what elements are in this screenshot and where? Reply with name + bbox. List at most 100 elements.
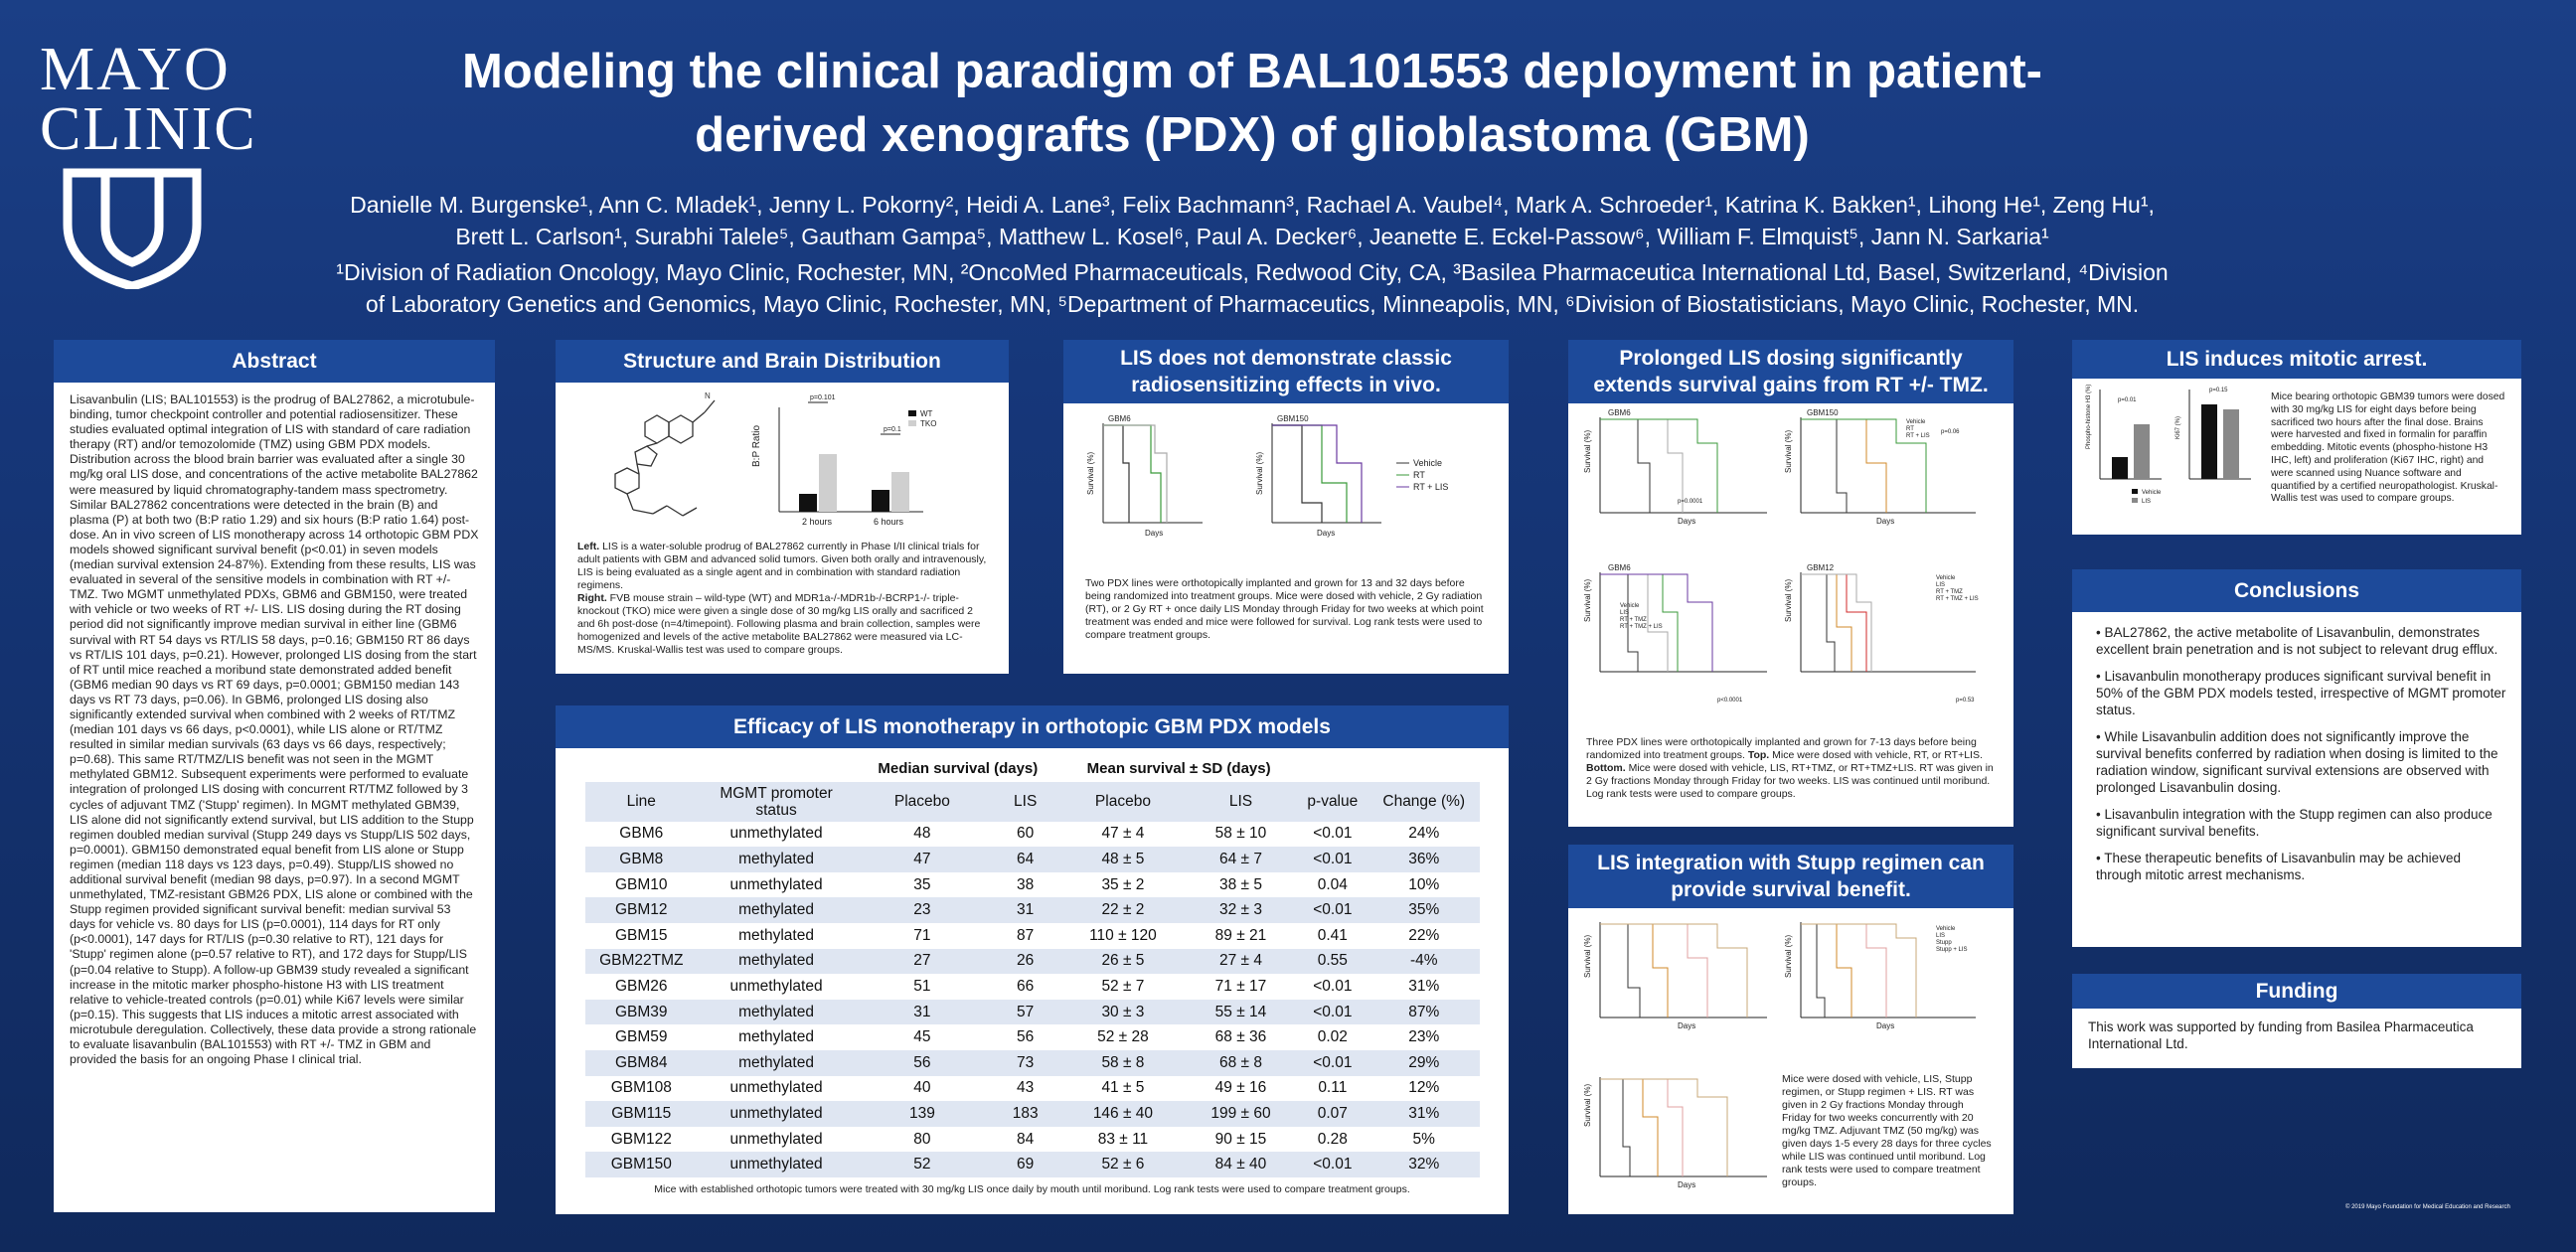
- group-mean: Mean survival ± SD (days): [1086, 760, 1271, 778]
- caption-right-text: FVB mouse strain – wild-type (WT) and MD…: [577, 592, 981, 656]
- table-cell: 22 ± 2: [1101, 901, 1145, 919]
- group-median: Median survival (days): [878, 760, 1039, 778]
- table-cell: 52 ± 28: [1097, 1028, 1149, 1046]
- table-cell: 57: [1017, 1003, 1035, 1020]
- table-cell: methylated: [738, 850, 814, 867]
- table-cell: GBM8: [619, 850, 664, 867]
- bp-ratio-chart: B:P Ratio p=0.101 p=0.1 2 hours 6 hours …: [751, 394, 936, 527]
- km-plot-gbm150: Survival (%) GBM150 Days: [1255, 414, 1381, 538]
- pl4-leg-1: LIS: [1936, 582, 1945, 588]
- conclusion-text: While Lisavanbulin addition does not sig…: [2096, 729, 2498, 795]
- table-cell: 55 ± 14: [1214, 1003, 1267, 1020]
- table-cell: methylated: [738, 926, 814, 944]
- col-line: Line: [626, 792, 656, 810]
- title-line-1: Modeling the clinical paradigm of BAL101…: [461, 45, 2043, 98]
- list-item: • These therapeutic benefits of Lisavanb…: [2096, 850, 2507, 883]
- table-cell: 32%: [1408, 1156, 1440, 1174]
- table-group-header: Median survival (days) Mean survival ± S…: [585, 756, 1480, 782]
- legend-wt: WT: [920, 409, 933, 418]
- pl3-leg-0: Vehicle: [1620, 603, 1640, 609]
- conclusion-text: These therapeutic benefits of Lisavanbul…: [2096, 851, 2461, 882]
- table-cell: 71: [913, 926, 931, 944]
- funding-panel: Funding This work was supported by fundi…: [2072, 974, 2521, 1068]
- table-cell: 183: [1012, 1104, 1039, 1122]
- list-item: • While Lisavanbulin addition does not s…: [2096, 728, 2507, 796]
- stupp-heading: LIS integration with Stupp regimen can p…: [1568, 845, 2013, 908]
- km1-y-label: Survival (%): [1086, 452, 1095, 495]
- st3-y: Survival (%): [1583, 1084, 1592, 1127]
- bullet-icon: •: [2096, 729, 2105, 744]
- conclusions-body: • BAL27862, the active metabolite of Lis…: [2072, 612, 2521, 905]
- efficacy-panel: Efficacy of LIS monotherapy in orthotopi…: [556, 705, 1509, 1214]
- conclusions-heading: Conclusions: [2072, 569, 2521, 612]
- table-cell: GBM26: [614, 977, 668, 995]
- abstract-text: Lisavanbulin (LIS; BAL101553) is the pro…: [70, 392, 479, 1067]
- pl1-x: Days: [1678, 517, 1695, 526]
- table-cell: 83 ± 11: [1097, 1130, 1149, 1148]
- table-body: GBM6 unmethylated 48 60 47 ± 4 58 ± 10 <0.01 24…: [584, 822, 1480, 1177]
- list-item: • Lisavanbulin integration with the Stup…: [2096, 806, 2507, 840]
- table-cell: 35 ± 2: [1101, 875, 1145, 893]
- table-cell: 0.07: [1317, 1104, 1348, 1122]
- stupp-survival-plots: Survival (%) Days Survival (%) Vehicle L…: [1583, 922, 1976, 1189]
- conclusion-text: Lisavanbulin integration with the Stupp …: [2096, 807, 2493, 839]
- structure-heading: Structure and Brain Distribution: [556, 340, 1009, 383]
- st2-leg-0: Vehicle: [1936, 926, 1956, 932]
- table-cell: GBM10: [614, 875, 668, 893]
- col-mean-placebo: Placebo: [1094, 792, 1151, 810]
- table-cell: 26: [1017, 952, 1035, 970]
- list-item: • BAL27862, the active metabolite of Lis…: [2096, 624, 2507, 658]
- table-cell: 22%: [1408, 926, 1440, 944]
- pl2-title: GBM150: [1807, 408, 1839, 417]
- table-cell: GBM12: [614, 901, 668, 919]
- legend-tko: TKO: [920, 419, 936, 428]
- stupp-heading-line-1: LIS integration with Stupp regimen can: [1597, 852, 1985, 874]
- table-row: GBM122 unmethylated 80 84 83 ± 11 90 ± 15 0.28…: [585, 1127, 1480, 1153]
- conclusions-list: • BAL27862, the active metabolite of Lis…: [2086, 624, 2507, 883]
- table-cell: <0.01: [1313, 977, 1353, 995]
- phh3-y: Phospho-histone H3 (%): [2086, 385, 2092, 449]
- pl4-leg-2: RT + TMZ: [1936, 589, 1963, 595]
- bullet-icon: •: [2096, 669, 2105, 684]
- efficacy-footnote: Mice with established orthotopic tumors …: [654, 1182, 1410, 1195]
- st2-leg-3: Stupp + LIS: [1936, 947, 1968, 953]
- table-row: GBM10 unmethylated 35 38 35 ± 2 38 ± 5 0.04 10%: [585, 872, 1480, 898]
- prolonged-heading-line-1: Prolonged LIS dosing significantly: [1619, 347, 1963, 370]
- km2-title: GBM150: [1277, 414, 1309, 423]
- pl4-y: Survival (%): [1784, 579, 1793, 622]
- radiosens-caption: Two PDX lines were orthotopically implan…: [1085, 577, 1484, 641]
- st1-y: Survival (%): [1583, 935, 1592, 978]
- radiosens-survival-plots: Survival (%) GBM6 Days Survival (%) GBM1…: [1086, 414, 1448, 538]
- table-cell: GBM22TMZ: [599, 952, 684, 970]
- table-cell: 35%: [1408, 901, 1440, 919]
- structure-caption: Left. LIS is a water-soluble prodrug of …: [556, 537, 1009, 661]
- bullet-icon: •: [2096, 807, 2105, 822]
- table-cell: 40: [913, 1079, 931, 1097]
- shield-icon: [63, 168, 201, 291]
- table-row: GBM59 methylated 45 56 52 ± 28 68 ± 36 0.02 23%: [585, 1024, 1480, 1050]
- prolonged-caption: Three PDX lines were orthotopically impl…: [1568, 736, 2013, 801]
- table-cell: 69: [1017, 1156, 1035, 1174]
- table-cell: 84 ± 40: [1214, 1156, 1267, 1174]
- ki67-lis-bar: [2223, 409, 2239, 479]
- affil-line-1: ¹Division of Radiation Oncology, Mayo Cl…: [336, 259, 2169, 285]
- bar-6h-wt: [872, 490, 889, 512]
- abstract-panel: Abstract Lisavanbulin (LIS; BAL101553) i…: [54, 340, 495, 1212]
- table-row: GBM39 methylated 31 57 30 ± 3 55 ± 14 <0.01 87%: [584, 999, 1480, 1025]
- km2-y-label: Survival (%): [1255, 452, 1264, 495]
- table-cell: 43: [1017, 1079, 1035, 1097]
- table-cell: 36%: [1408, 850, 1440, 867]
- radiosens-heading-line-1: LIS does not demonstrate classic: [1120, 347, 1452, 370]
- table-cell: 26 ± 5: [1101, 952, 1145, 970]
- mitotic-legend-vehicle: Vehicle: [2142, 490, 2162, 496]
- km-plot-top-left: Survival (%) GBM6 Days p=0.0001: [1583, 408, 1767, 526]
- structure-panel: Structure and Brain Distribution N B:P R…: [556, 340, 1009, 674]
- pl3-p: p<0.0001: [1717, 698, 1743, 704]
- table-cell: 0.55: [1317, 952, 1348, 970]
- pl4-p: p=0.53: [1956, 698, 1975, 704]
- prolonged-survival-plots: Survival (%) GBM6 Days p=0.0001 Survival…: [1583, 408, 1979, 704]
- table-cell: 84: [1017, 1130, 1035, 1148]
- table-cell: <0.01: [1313, 901, 1353, 919]
- copyright-notice: © 2019 Mayo Foundation for Medical Educa…: [2345, 1204, 2510, 1210]
- table-row: GBM6 unmethylated 48 60 47 ± 4 58 ± 10 <0.01 24…: [585, 822, 1480, 848]
